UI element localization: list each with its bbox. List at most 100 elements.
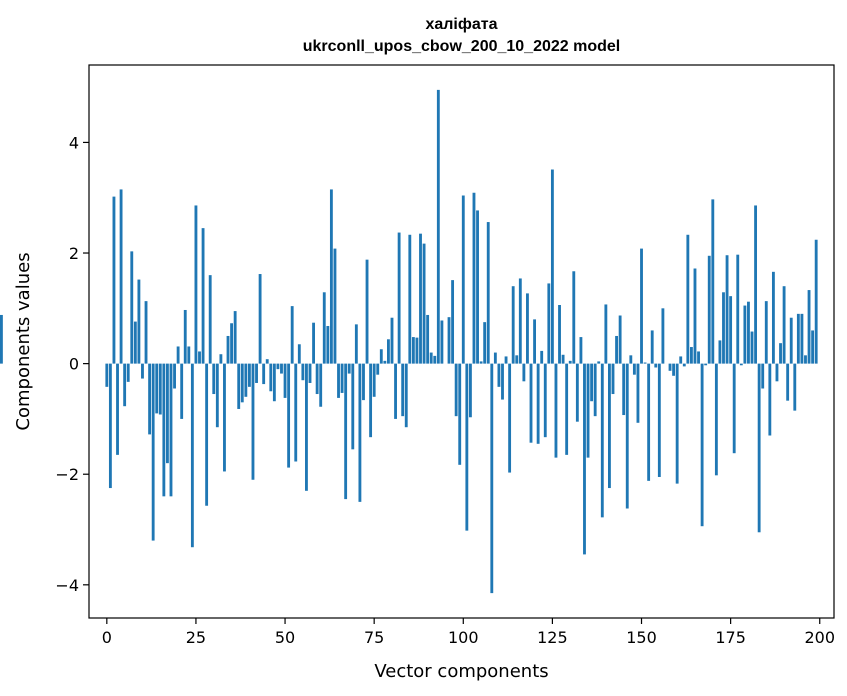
bar [629, 355, 633, 364]
bar [572, 271, 576, 364]
bar [679, 356, 683, 364]
bar [158, 363, 162, 415]
bar [319, 363, 323, 407]
bar [700, 363, 704, 527]
bar [575, 363, 579, 422]
bar [472, 192, 476, 364]
bar [112, 196, 116, 364]
bar [294, 363, 298, 462]
bar [479, 361, 483, 364]
bar [351, 363, 355, 450]
bar [208, 275, 212, 364]
bar [804, 355, 807, 364]
y-tick-label: −4 [55, 576, 79, 595]
bar [165, 363, 169, 464]
bar [761, 363, 765, 389]
bar [468, 363, 472, 418]
bar [187, 346, 191, 364]
y-tick-label: −2 [55, 465, 79, 484]
bar [258, 274, 262, 364]
bar [718, 340, 722, 364]
bar [148, 363, 152, 435]
bar [707, 255, 711, 364]
bar [290, 306, 294, 364]
bar [219, 354, 223, 364]
bar [340, 363, 344, 393]
bar [194, 205, 198, 364]
bar [608, 363, 611, 489]
bar [722, 292, 725, 364]
bar [775, 363, 779, 382]
bar [251, 363, 255, 480]
x-tick-label: 125 [537, 628, 568, 647]
bar [447, 317, 451, 364]
x-axis: 0 25 50 75 100 125 150 175 200 [102, 618, 835, 647]
bar [429, 352, 433, 364]
bar [454, 363, 458, 417]
bar [729, 296, 733, 364]
bar [276, 363, 280, 370]
y-axis: −4 −2 0 2 4 [55, 133, 89, 595]
bar [337, 363, 340, 398]
bar [401, 363, 405, 417]
plot-frame [88, 64, 835, 619]
x-tick-label: 175 [715, 628, 746, 647]
bar [768, 363, 772, 436]
bar [362, 363, 365, 401]
bar [515, 355, 519, 364]
bar [604, 304, 608, 364]
bar [173, 363, 176, 389]
bar [661, 308, 665, 364]
bar [183, 309, 187, 364]
bar [130, 251, 134, 364]
y-tick-label: 0 [69, 355, 79, 374]
bar [657, 363, 661, 477]
bar [597, 361, 601, 364]
x-axis-label: Vector components [374, 661, 548, 682]
bar [126, 363, 130, 382]
bar [682, 363, 686, 367]
bar [561, 354, 565, 364]
bar [782, 286, 786, 364]
bar [201, 228, 205, 364]
bar [622, 363, 626, 416]
bar [354, 324, 358, 364]
bar [618, 315, 622, 364]
bar [771, 271, 775, 364]
bar [426, 314, 430, 364]
bar [711, 199, 715, 364]
bar [144, 301, 148, 364]
bar [419, 233, 422, 364]
bar [789, 317, 793, 364]
bar [105, 363, 109, 387]
x-tick-label: 25 [186, 628, 206, 647]
bar [568, 360, 572, 364]
x-tick-label: 150 [626, 628, 657, 647]
x-tick-label: 200 [804, 628, 835, 647]
bar [579, 337, 583, 364]
bar [283, 363, 287, 398]
bar [151, 363, 155, 541]
bar [493, 352, 497, 364]
bar [490, 363, 494, 594]
bar [518, 278, 522, 364]
bar [322, 292, 326, 364]
bar [394, 363, 397, 419]
bar [757, 363, 761, 533]
bar [654, 363, 658, 368]
bar [650, 330, 654, 364]
bar [358, 363, 362, 502]
bar [668, 363, 672, 371]
bar [686, 234, 690, 364]
bar [190, 363, 194, 548]
bar [458, 363, 462, 465]
bar [255, 363, 258, 383]
bar [308, 363, 312, 383]
bar [689, 347, 693, 364]
bar [714, 363, 718, 476]
bar [369, 363, 373, 438]
bar [725, 255, 729, 364]
bar [379, 349, 383, 364]
bar [675, 363, 679, 484]
